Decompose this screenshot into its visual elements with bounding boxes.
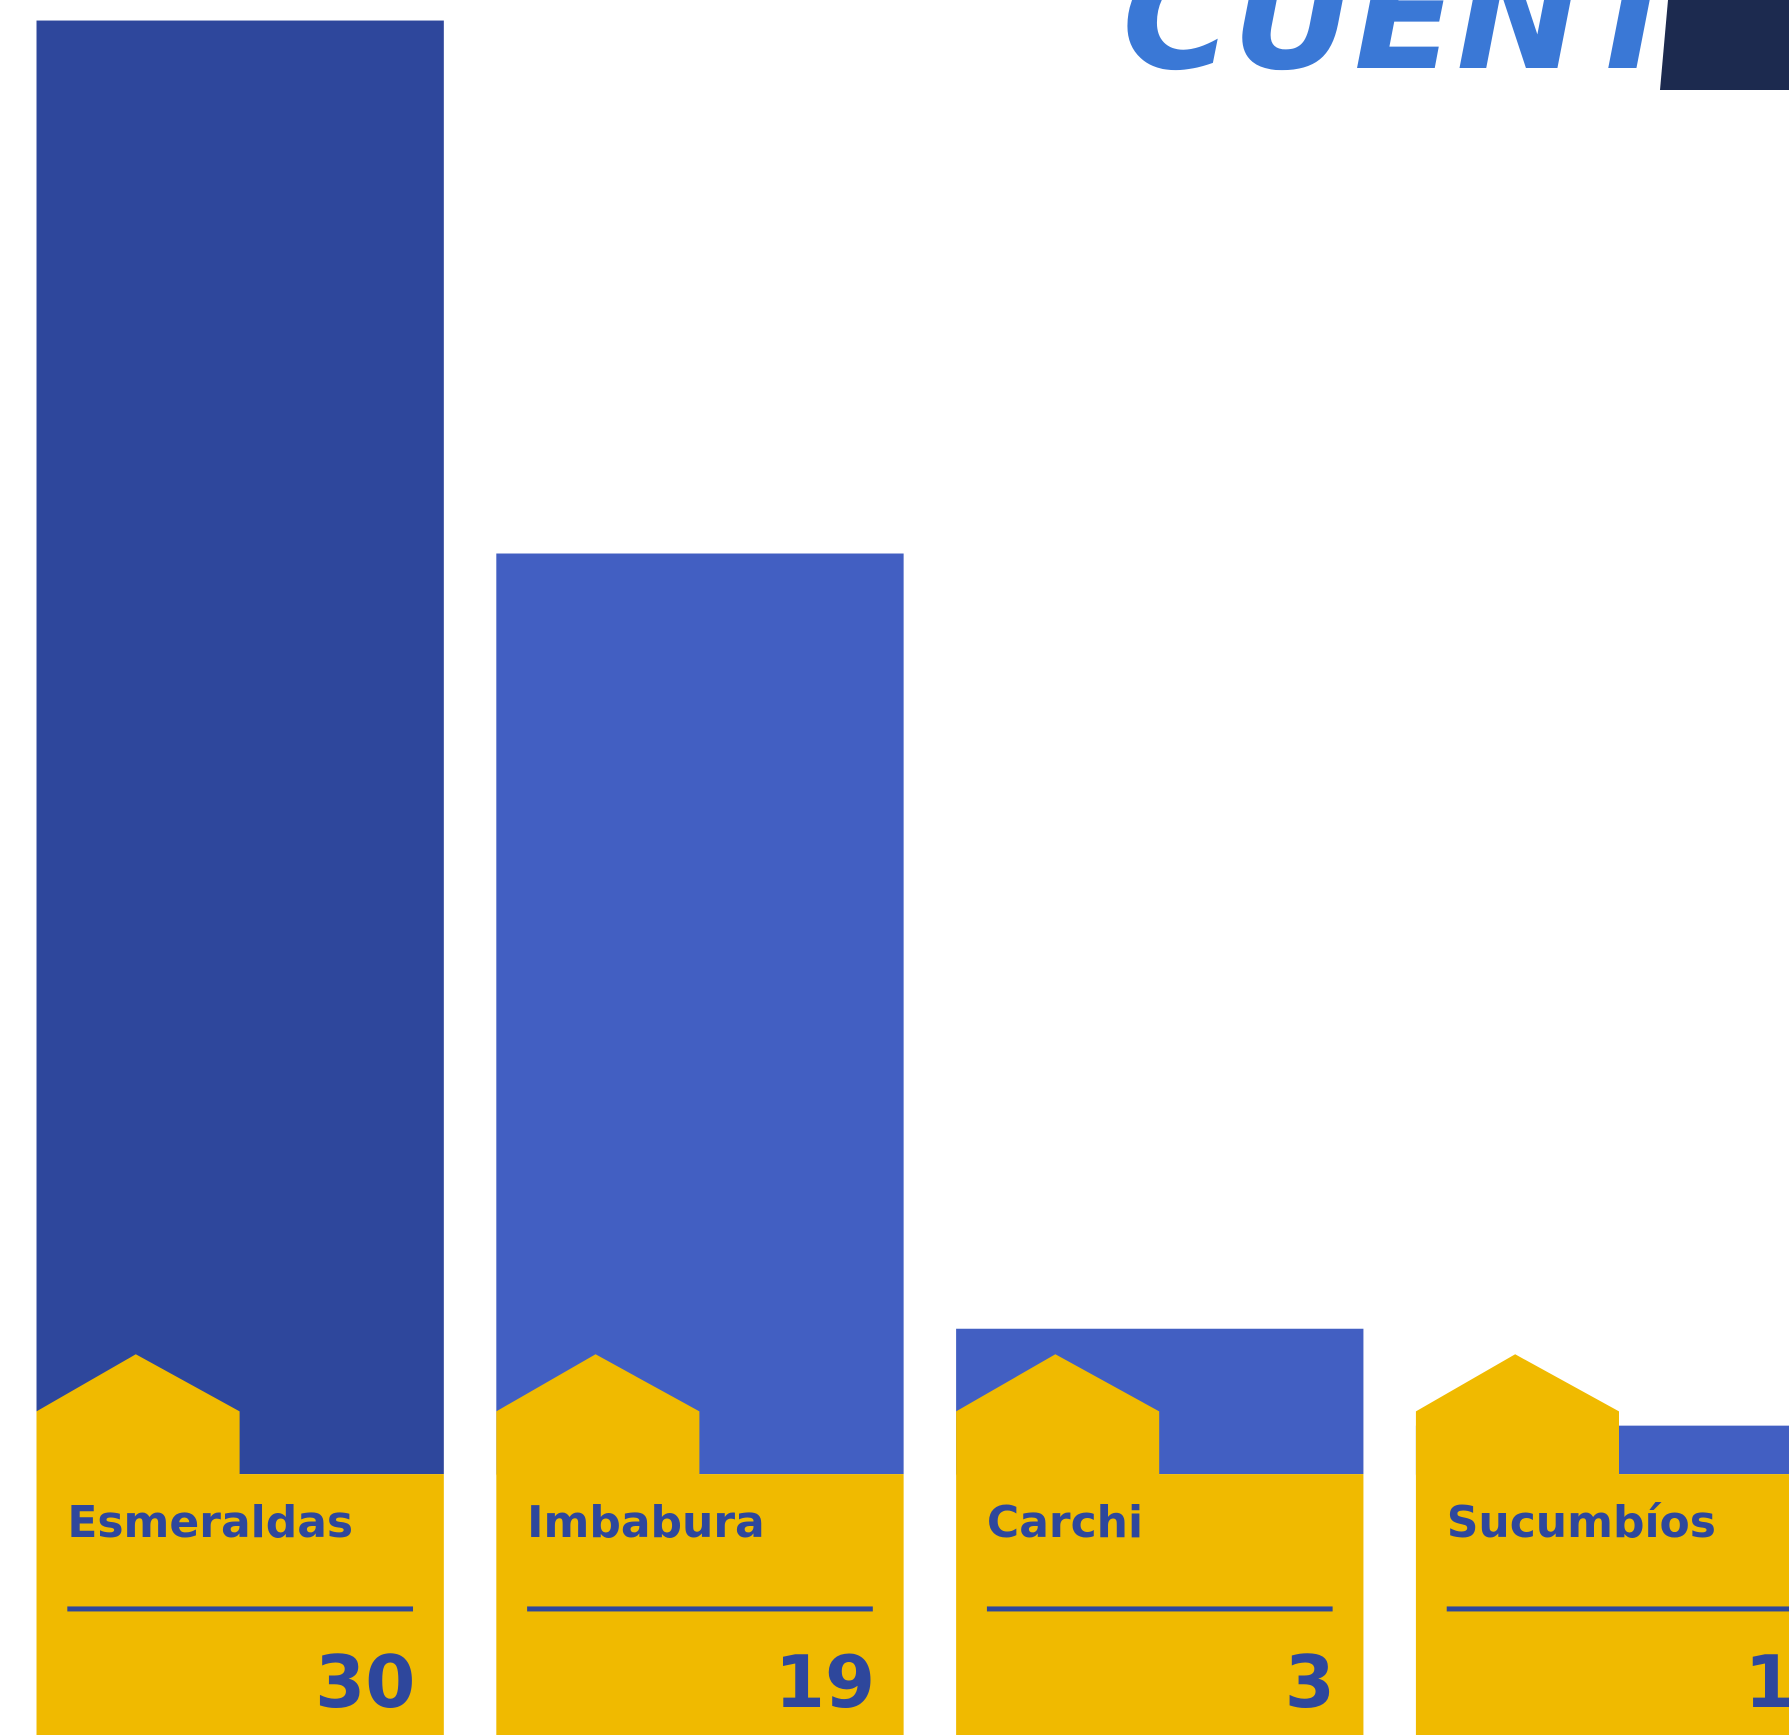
value-label: 1: [1745, 1640, 1789, 1724]
category-label: Sucumbíos: [1447, 1497, 1716, 1548]
value-label: 3: [1285, 1640, 1335, 1724]
value-label: 19: [775, 1640, 875, 1724]
category-label: Esmeraldas: [67, 1497, 353, 1548]
divider: [527, 1606, 873, 1612]
bar: [36, 20, 444, 1475]
house-shape: [36, 1354, 240, 1476]
house-shape: [956, 1354, 1160, 1476]
category-label: Imbabura: [527, 1497, 765, 1548]
divider: [67, 1606, 414, 1612]
bar: [496, 553, 904, 1475]
house-shape: [1415, 1354, 1619, 1476]
label-box: [1415, 1474, 1789, 1735]
value-label: 30: [315, 1640, 415, 1724]
divider: [1446, 1606, 1789, 1612]
label-box: [956, 1474, 1364, 1735]
logo-box: [1660, 0, 1789, 90]
divider: [986, 1606, 1333, 1612]
category-label: Carchi: [987, 1497, 1143, 1548]
label-box: [496, 1474, 904, 1735]
house-shape: [496, 1354, 700, 1476]
label-box: [36, 1474, 444, 1735]
